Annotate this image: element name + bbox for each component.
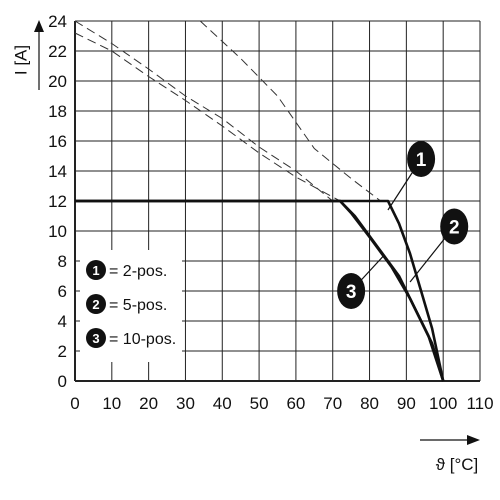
x-tick-label: 50	[250, 394, 269, 413]
y-tick-label: 2	[58, 342, 67, 361]
x-axis-title: ϑ [°C]	[436, 455, 479, 474]
legend-badge-2	[86, 294, 106, 314]
y-tick-label: 6	[58, 282, 67, 301]
x-tick-label: 20	[139, 394, 158, 413]
series-1-derated-line	[75, 199, 445, 382]
x-tick-label: 80	[360, 394, 379, 413]
callout-badge-3	[337, 273, 366, 309]
callout-badge-number: 3	[346, 282, 357, 303]
y-tick-label: 12	[48, 192, 67, 211]
legend-label: = 10-pos.	[109, 331, 176, 348]
series-2-theoretical-line	[74, 20, 334, 202]
y-tick-label: 0	[58, 372, 67, 391]
x-tick-label: 10	[102, 394, 121, 413]
callout-badge-2	[440, 208, 469, 245]
x-tick-label: 70	[323, 394, 342, 413]
x-tick-label: 100	[429, 394, 457, 413]
x-tick-label: 0	[70, 394, 79, 413]
legend-badge-3	[86, 328, 106, 348]
y-tick-label: 14	[48, 162, 67, 181]
series-3-derated-line	[75, 199, 445, 382]
x-tick-label: 90	[397, 394, 416, 413]
legend-badge-number: 3	[92, 331, 99, 346]
callout-badge-number: 1	[416, 150, 427, 171]
y-tick-label: 20	[48, 72, 67, 91]
series-3-theoretical-line	[74, 32, 341, 202]
series-1-theoretical-line	[199, 20, 381, 202]
legend-label: = 2-pos.	[109, 263, 167, 280]
y-tick-label: 8	[58, 252, 67, 271]
y-tick-label: 24	[48, 12, 67, 31]
x-tick-labels: 0 10 20 30 40 50 60 70 80 90 100 110	[70, 394, 493, 413]
legend-label: = 5-pos.	[109, 297, 167, 314]
curves	[74, 20, 445, 382]
x-tick-label: 40	[213, 394, 232, 413]
y-axis-arrowhead	[34, 20, 44, 32]
y-tick-label: 22	[48, 42, 67, 61]
y-axis-title-group: I [A]	[11, 45, 30, 75]
legend-badge-1	[86, 260, 106, 280]
y-tick-label: 10	[48, 222, 67, 241]
callout-badge-1	[407, 141, 436, 177]
legend-badge-number: 2	[92, 297, 99, 312]
curve-callouts: 1 2 3	[337, 141, 469, 309]
legend: 1 = 2-pos. 2 = 5-pos. 3 = 10-pos.	[80, 250, 182, 362]
y-tick-label: 18	[48, 102, 67, 121]
x-tick-label: 30	[176, 394, 195, 413]
legend-badge-number: 1	[92, 263, 99, 278]
y-tick-label: 16	[48, 132, 67, 151]
x-axis-arrowhead	[467, 435, 480, 445]
y-tick-label: 4	[58, 312, 67, 331]
callout-badge-number: 2	[449, 218, 460, 239]
x-tick-label: 110	[466, 394, 493, 413]
x-tick-label: 60	[286, 394, 305, 413]
y-axis-title: I [A]	[11, 45, 30, 75]
